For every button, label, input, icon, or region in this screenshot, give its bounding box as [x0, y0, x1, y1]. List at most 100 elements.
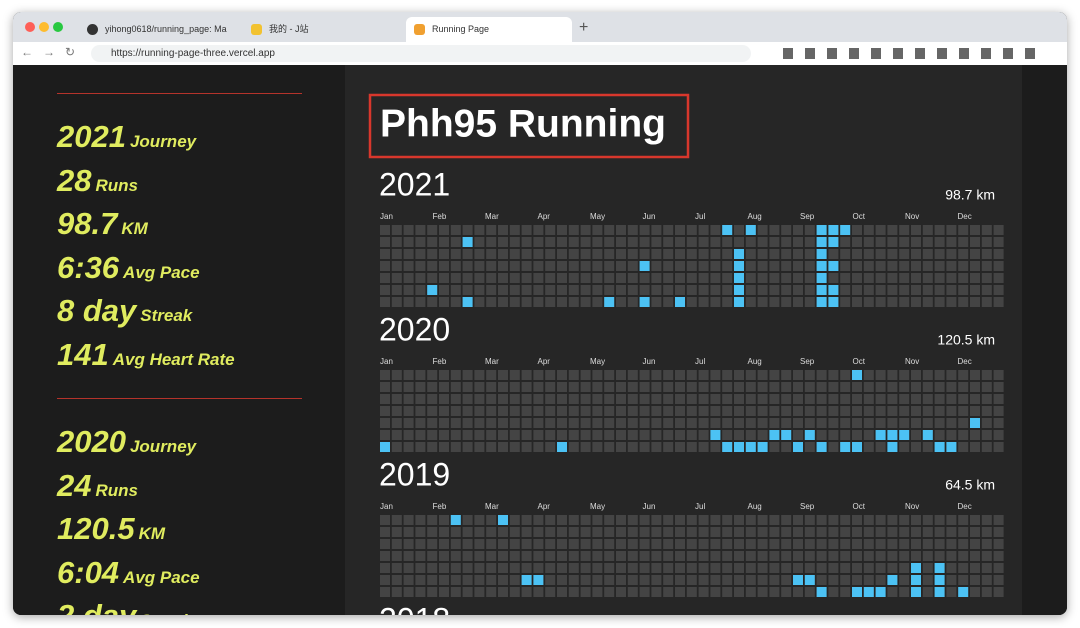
day-cell: [745, 418, 756, 428]
day-cell: [604, 406, 615, 416]
day-cell: [462, 442, 473, 452]
day-cell: [604, 285, 615, 295]
day-cell: [734, 515, 744, 525]
day-cell: [439, 285, 449, 295]
day-cell: [686, 394, 697, 404]
day-cell: [651, 225, 662, 235]
day-cell: [568, 515, 579, 525]
day-cell: [840, 394, 851, 404]
day-cell: [757, 418, 768, 428]
day-cell: [769, 563, 780, 573]
day-cell: [663, 394, 674, 404]
day-cell: [403, 249, 414, 259]
day-cell: [521, 370, 532, 380]
day-cell: [639, 418, 650, 428]
day-cell: [580, 370, 591, 380]
run-day: [604, 297, 615, 307]
day-cell: [545, 261, 556, 271]
day-cell: [887, 539, 898, 549]
day-cell: [604, 225, 615, 235]
stat-label: Journey: [129, 132, 197, 151]
day-cell: [462, 430, 473, 440]
day-cell: [852, 273, 862, 283]
tab[interactable]: 我的 - J站: [243, 17, 403, 42]
day-cell: [722, 406, 733, 416]
day-cell: [675, 285, 685, 295]
day-cell: [899, 515, 910, 525]
day-cell: [580, 285, 591, 295]
day-cell: [793, 418, 803, 428]
month-label: Apr: [538, 212, 551, 221]
day-cell: [509, 587, 520, 597]
day-cell: [816, 515, 827, 525]
day-cell: [580, 575, 591, 585]
day-cell: [899, 370, 910, 380]
day-cell: [852, 261, 862, 271]
day-cell: [970, 563, 980, 573]
day-cell: [710, 587, 721, 597]
main-svg: Phh95 Running 2021 98.7 km Jan Feb Mar Apr May J…: [368, 93, 1004, 615]
day-cell: [946, 285, 957, 295]
day-cell: [804, 261, 815, 271]
day-cell: [509, 430, 520, 440]
day-cell: [592, 225, 603, 235]
day-cell: [651, 563, 662, 573]
day-cell: [439, 430, 449, 440]
day-cell: [887, 261, 898, 271]
day-cell: [828, 575, 839, 585]
stat-label: Journey: [129, 437, 197, 456]
day-cell: [509, 442, 520, 452]
day-cell: [675, 515, 685, 525]
day-cell: [415, 551, 426, 561]
day-cell: [450, 563, 461, 573]
day-cell: [568, 261, 579, 271]
tab[interactable]: yihong0618/running_page: Ma: [79, 17, 239, 42]
tab-active[interactable]: Running Page: [406, 17, 572, 42]
nav-buttons[interactable]: ←→↻: [21, 45, 86, 59]
run-day: [828, 225, 839, 235]
day-cell: [911, 551, 921, 561]
day-cell: [403, 418, 414, 428]
day-cell: [686, 418, 697, 428]
day-cell: [651, 527, 662, 537]
day-cell: [557, 406, 567, 416]
day-cell: [616, 527, 626, 537]
day-cell: [946, 430, 957, 440]
day-cell: [533, 515, 544, 525]
day-cell: [863, 394, 874, 404]
day-cell: [922, 394, 933, 404]
day-cell: [745, 515, 756, 525]
tab-bar: yihong0618/running_page: Ma 我的 - J站 Runn…: [13, 12, 1067, 42]
new-tab-button[interactable]: +: [579, 19, 589, 36]
day-cell: [793, 297, 803, 307]
day-cell: [686, 563, 697, 573]
day-cell: [734, 370, 744, 380]
month-label: Apr: [538, 357, 551, 366]
day-cell: [663, 382, 674, 392]
maximize-button[interactable]: [53, 22, 63, 32]
minimize-button[interactable]: [39, 22, 49, 32]
run-day: [958, 587, 969, 597]
day-cell: [828, 406, 839, 416]
run-day: [899, 430, 910, 440]
url-field[interactable]: https://running-page-three.vercel.app: [91, 45, 751, 62]
extension-icons[interactable]: [783, 48, 1043, 59]
run-day: [852, 587, 862, 597]
day-cell: [474, 527, 485, 537]
day-cell: [533, 285, 544, 295]
day-cell: [568, 285, 579, 295]
day-cell: [509, 575, 520, 585]
day-cell: [675, 539, 685, 549]
day-cell: [686, 442, 697, 452]
run-day: [934, 442, 945, 452]
close-button[interactable]: [25, 22, 35, 32]
day-cell: [557, 587, 567, 597]
day-cell: [769, 297, 780, 307]
day-cell: [533, 225, 544, 235]
day-cell: [557, 370, 567, 380]
day-cell: [474, 539, 485, 549]
day-cell: [557, 394, 567, 404]
day-cell: [840, 587, 851, 597]
month-label: Aug: [748, 502, 762, 511]
day-cell: [568, 237, 579, 247]
